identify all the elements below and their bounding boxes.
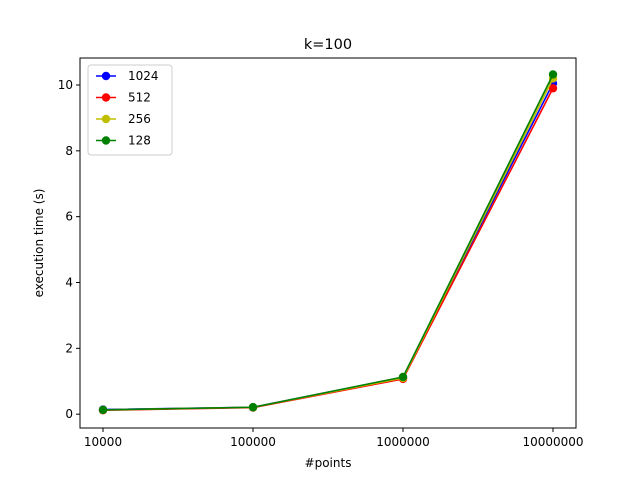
y-tick-label: 6 bbox=[65, 210, 73, 224]
x-axis: 10000 100000 1000000 10000000 bbox=[84, 428, 584, 449]
legend-marker bbox=[101, 71, 111, 81]
y-tick-label: 4 bbox=[65, 276, 73, 290]
x-axis-label: #points bbox=[305, 456, 352, 470]
series-layer bbox=[98, 70, 558, 415]
series-line bbox=[102, 74, 554, 411]
y-tick-label: 0 bbox=[65, 407, 73, 421]
plot-frame bbox=[79, 57, 577, 429]
legend-label: 1024 bbox=[128, 69, 159, 83]
data-point bbox=[248, 403, 258, 412]
legend-marker bbox=[101, 136, 111, 145]
chart-title: k=100 bbox=[304, 37, 352, 53]
x-tick-label: 1000000 bbox=[376, 435, 429, 449]
legend-marker bbox=[101, 114, 111, 124]
y-axis-label: execution time (s) bbox=[32, 189, 46, 298]
y-tick-label: 8 bbox=[65, 144, 73, 158]
data-point bbox=[548, 70, 558, 79]
legend-box bbox=[87, 64, 173, 156]
y-tick-label: 10 bbox=[58, 78, 73, 92]
data-point bbox=[98, 405, 108, 415]
legend-label: 512 bbox=[128, 91, 151, 105]
legend-marker bbox=[101, 93, 111, 102]
y-axis: 0 2 4 6 8 10 bbox=[58, 78, 80, 421]
legend-label: 128 bbox=[128, 134, 151, 148]
x-tick-label: 100000 bbox=[230, 435, 276, 449]
legend-label: 256 bbox=[128, 112, 151, 126]
data-point bbox=[548, 84, 558, 93]
legend: 1024 512 256 128 bbox=[87, 64, 173, 156]
x-tick-label: 10000000 bbox=[522, 435, 583, 449]
data-point bbox=[398, 372, 408, 382]
x-tick-label: 10000 bbox=[84, 435, 122, 449]
y-tick-label: 2 bbox=[65, 341, 73, 355]
